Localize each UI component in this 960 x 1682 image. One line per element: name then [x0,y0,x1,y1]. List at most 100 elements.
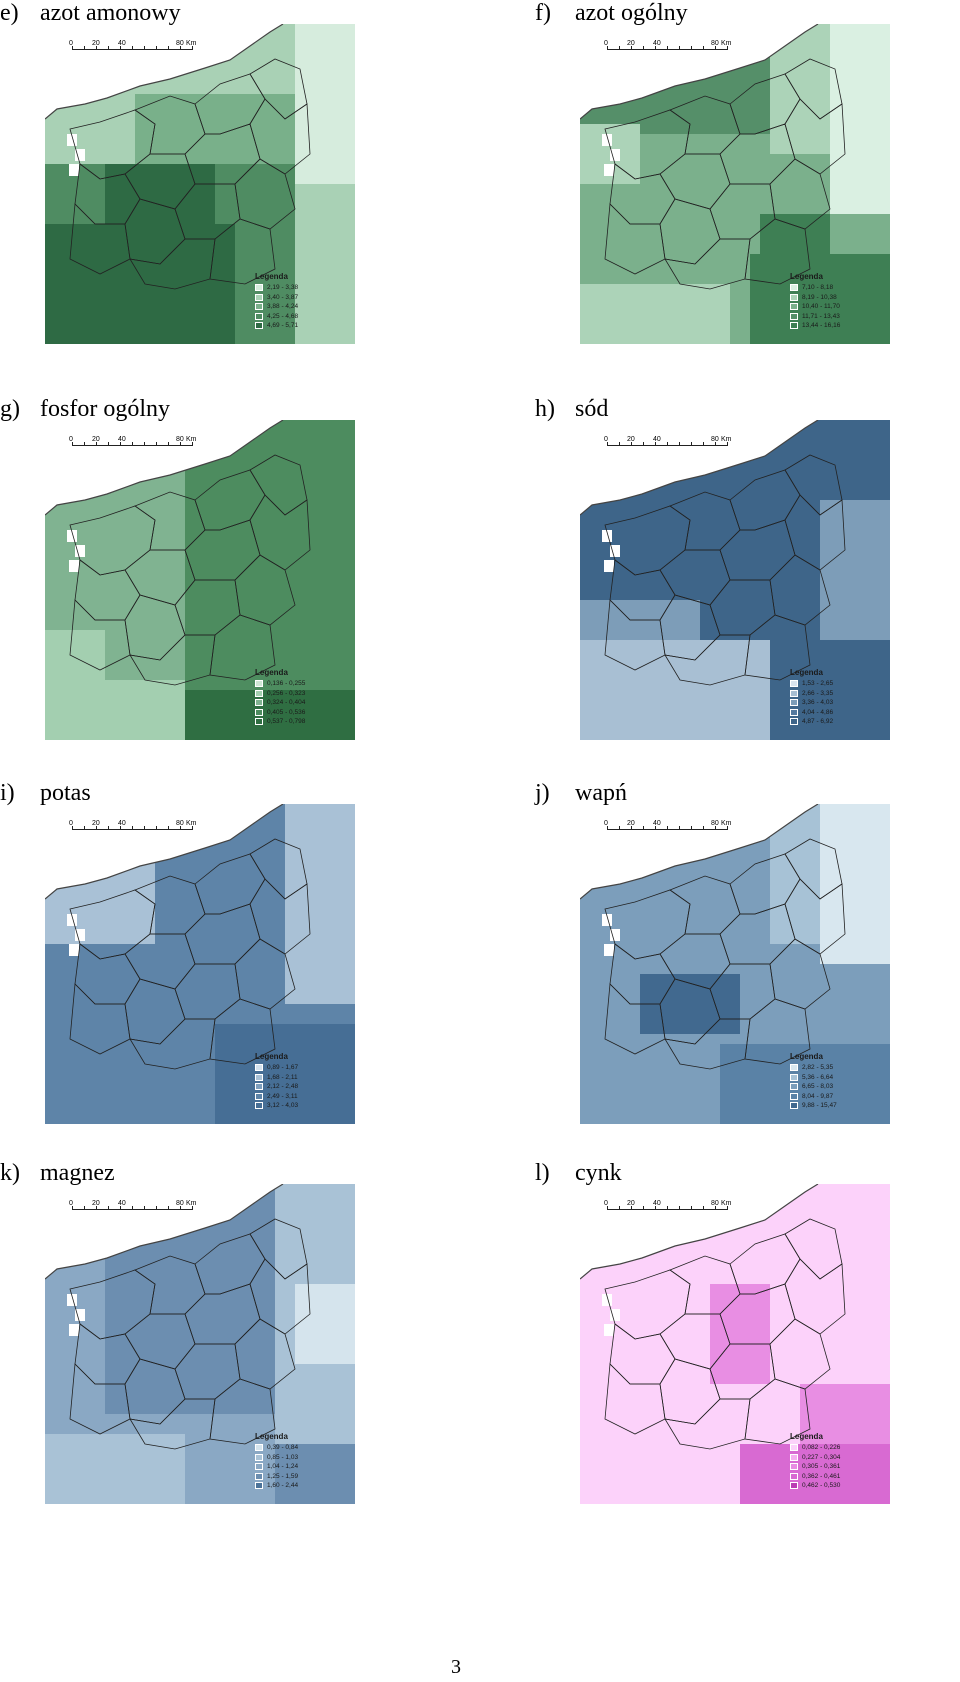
raster-cell [85,894,96,905]
raster-cell [345,304,355,315]
legend-swatch [790,303,798,311]
raster-cell [115,844,126,855]
raster-cell [620,274,631,285]
raster-cell [345,560,355,571]
raster-cell [245,64,256,75]
raster-cell [580,274,591,285]
raster-cell [295,630,306,641]
raster-cell [610,184,621,195]
raster-cell [265,74,276,85]
raster-cell [215,934,226,945]
raster-cell [125,264,136,275]
raster-cell [670,284,681,295]
raster-cell [205,600,216,611]
raster-cell [325,700,336,711]
scale-subtick [607,442,608,446]
raster-cell [880,600,890,611]
raster-cell [630,254,641,265]
raster-cell [650,94,661,105]
raster-cell [155,1044,166,1055]
raster-cell [85,184,96,195]
raster-cell [600,314,611,325]
raster-cell [345,254,355,265]
raster-cell [165,114,176,125]
raster-cell [820,154,831,165]
raster-cell [840,700,851,711]
raster-cell [95,154,106,165]
raster-cell [75,1014,86,1025]
raster-cell [870,600,881,611]
raster-cell [135,824,146,835]
raster-cell [155,480,166,491]
raster-cell [640,420,651,431]
scale-tick-label: 0 [69,820,73,827]
raster-cell [185,640,196,651]
raster-cell [750,490,761,501]
raster-cell [690,144,701,155]
raster-cell [95,964,106,975]
raster-cell [295,134,306,145]
raster-cell [760,560,771,571]
raster-cell [245,984,256,995]
raster-cell [750,284,761,295]
raster-cell [790,480,801,491]
raster-cell [255,610,266,621]
raster-cell [690,600,701,611]
raster-cell [325,854,336,865]
raster-cell [345,640,355,651]
raster-cell [315,640,326,651]
raster-cell [85,1004,96,1015]
raster-cell [680,640,691,651]
raster-cell [880,104,890,115]
raster-cell [75,814,86,825]
raster-cell [285,114,296,125]
raster-cell [670,610,681,621]
raster-cell [45,550,56,561]
raster-cell [700,520,711,531]
raster-cell [205,824,216,835]
raster-cell [750,470,761,481]
raster-cell [255,164,266,175]
raster-cell [225,324,236,335]
raster-cell [720,640,731,651]
raster-cell [175,1004,186,1015]
raster-cell [760,430,771,441]
raster-cell [610,54,621,65]
raster-cell [345,804,355,815]
raster-cell [335,500,346,511]
raster-cell [265,304,276,315]
legend-entry: 4,69 - 5,71 [255,321,298,331]
raster-cell [55,884,66,895]
scale-tick-label: 20 [92,40,100,47]
raster-cell [660,24,671,35]
raster-cell [185,214,196,225]
raster-cell [710,294,721,305]
raster-cell [165,124,176,135]
raster-cell [790,324,801,335]
raster-cell [620,254,631,265]
raster-cell [245,154,256,165]
raster-cell [275,134,286,145]
raster-cell [590,590,601,601]
raster-cell [750,510,761,521]
raster-cell [225,314,236,325]
raster-cell [165,540,176,551]
raster-cell [880,84,890,95]
raster-cell [115,934,126,945]
raster-cell [750,430,761,441]
raster-cell [265,550,276,561]
raster-cell [95,580,106,591]
raster-cell [600,610,611,621]
raster-cell [115,334,126,344]
raster-cell [175,294,186,305]
raster-cell [295,834,306,845]
raster-cell [135,864,146,875]
raster-cell [620,134,631,145]
raster-cell [820,610,831,621]
raster-cell [710,450,721,461]
raster-cell [850,274,861,285]
raster-cell [650,700,661,711]
raster-cell [740,84,751,95]
raster-cell [700,274,711,285]
raster-cell [740,650,751,661]
